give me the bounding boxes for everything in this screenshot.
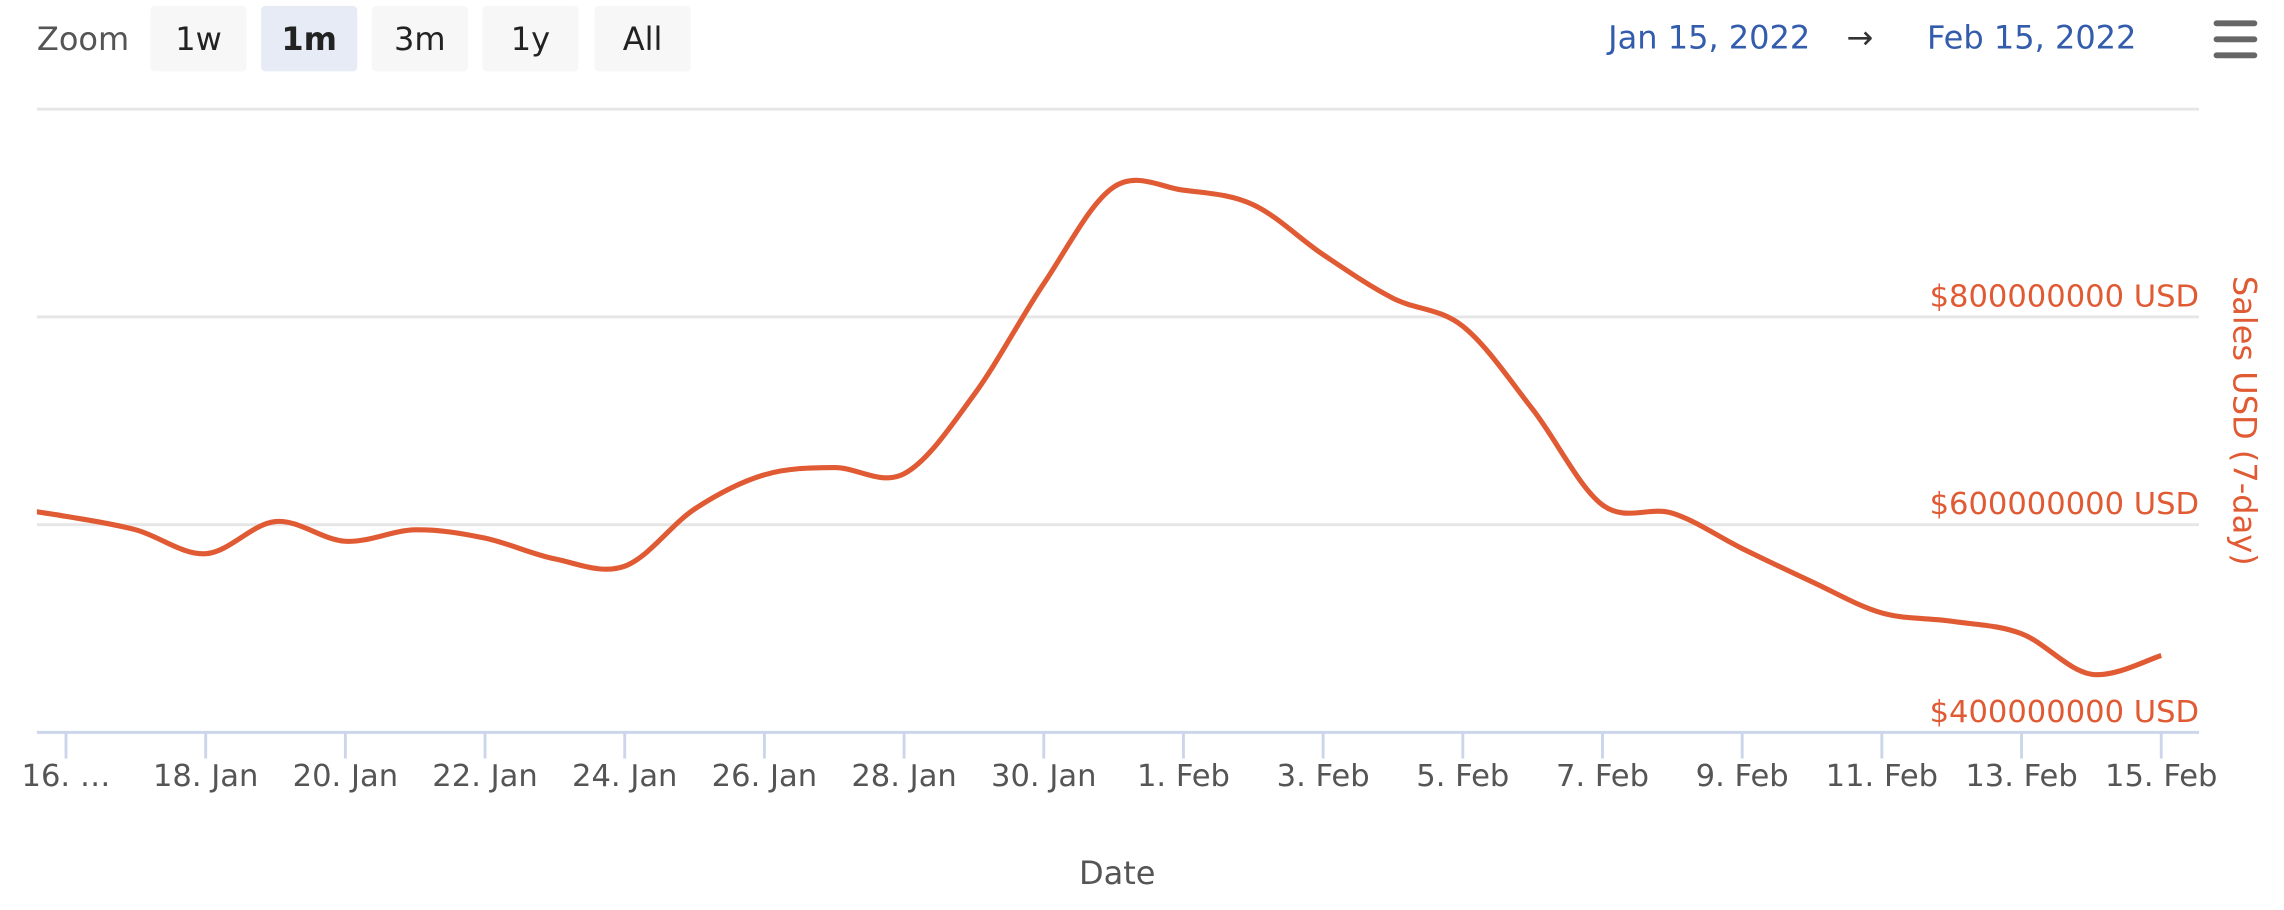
x-tick-label: 15. Feb [2105, 759, 2217, 794]
zoom-button[interactable] [150, 5, 247, 72]
range-from[interactable]: Jan 15, 2022 [1606, 18, 1810, 56]
zoom-button-label[interactable]: 3m [394, 20, 446, 58]
zoom-button-label[interactable]: 1m [281, 20, 337, 58]
zoom-button[interactable] [482, 5, 579, 72]
x-tick-label: 28. Jan [851, 759, 956, 794]
x-tick-label: 5. Feb [1416, 759, 1509, 794]
x-tick-label: 18. Jan [153, 759, 258, 794]
zoom-button[interactable] [371, 5, 468, 72]
sales-line [36, 177, 2163, 678]
y-axis-title: Sales USD (7-day) [2226, 276, 2264, 566]
zoom-button[interactable] [261, 5, 358, 72]
x-tick-label: 24. Jan [572, 759, 677, 794]
zoom-button-label[interactable]: 1w [175, 20, 222, 58]
zoom-button-label[interactable]: 1y [511, 20, 550, 58]
y-tick-label: $800000000 USD [1930, 279, 2199, 314]
x-axis-title: Date [1079, 854, 1156, 892]
y-tick-label: $600000000 USD [1930, 487, 2199, 522]
zoom-button[interactable] [594, 5, 691, 72]
x-tick-label: 7. Feb [1556, 759, 1649, 794]
x-tick-label: 11. Feb [1826, 759, 1938, 794]
range-arrow: → [1846, 18, 1873, 56]
x-tick-label: 1. Feb [1137, 759, 1230, 794]
y-tick-label: $400000000 USD [1930, 695, 2199, 730]
x-tick-label: 20. Jan [293, 759, 398, 794]
x-tick-label: 9. Feb [1696, 759, 1789, 794]
x-tick-label: 13. Feb [1965, 759, 2077, 794]
x-tick-label: 30. Jan [991, 759, 1096, 794]
x-tick-label: 22. Jan [432, 759, 537, 794]
zoom-button-label[interactable]: All [623, 20, 663, 58]
x-tick-label: 26. Jan [712, 759, 817, 794]
x-tick-label: 16. … [22, 759, 111, 794]
menu-icon[interactable] [2213, 20, 2258, 59]
range-to[interactable]: Feb 15, 2022 [1927, 18, 2136, 56]
x-tick-label: 3. Feb [1277, 759, 1370, 794]
zoom-label: Zoom [37, 20, 129, 58]
